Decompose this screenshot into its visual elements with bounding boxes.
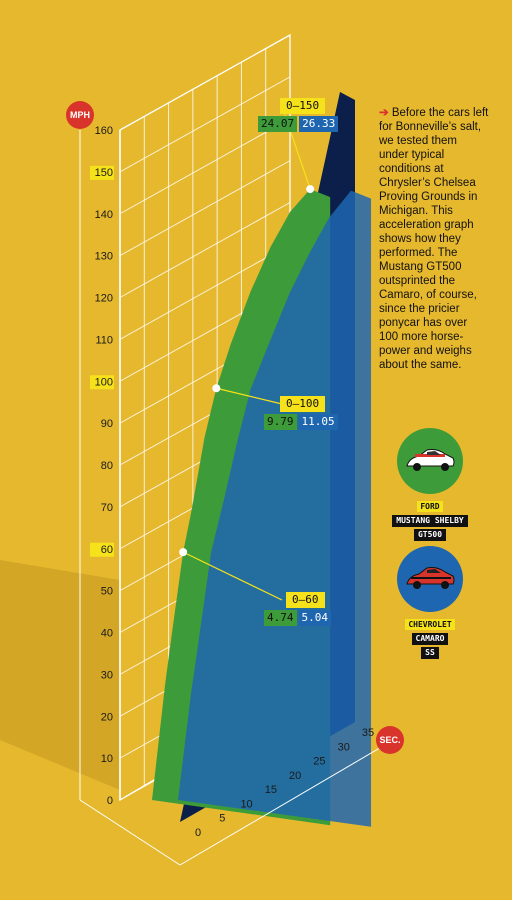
y-tick-highlight-150 — [90, 165, 114, 180]
x-axis-badge-label: SEC. — [379, 735, 400, 745]
leader-line-0 — [182, 551, 283, 601]
y-axis-badge-label: MPH — [70, 110, 90, 120]
y-tick-label-50: 50 — [101, 586, 113, 598]
y-tick-label-30: 30 — [101, 669, 113, 681]
callout-0-150: 0–150 24.07 26.33 — [258, 98, 339, 132]
y-tick-label-40: 40 — [101, 628, 113, 640]
leader-dot-2 — [306, 185, 315, 194]
ford-car-icon — [406, 449, 455, 471]
grid-h-150 — [119, 76, 291, 173]
callout-0-60: 0–60 4.74 5.04 — [264, 592, 331, 626]
callout-0-150-chevy: 26.33 — [299, 116, 339, 132]
y-tick-label-60: 60 — [101, 544, 113, 556]
y-axis-badge: MPH — [66, 101, 94, 129]
callout-0-100: 0–100 9.79 11.05 — [264, 396, 338, 430]
x-tick-label-30: 30 — [338, 741, 350, 753]
ford-make: FORD — [417, 501, 443, 512]
y-tick-label-0: 0 — [107, 795, 113, 807]
leader-dot-1 — [212, 384, 221, 393]
x-tick-label-25: 25 — [313, 756, 325, 768]
y-tick-label-100: 100 — [95, 376, 113, 388]
callout-0-100-chevy: 11.05 — [298, 414, 338, 430]
callout-0-60-chevy: 5.04 — [298, 610, 331, 626]
x-tick-label-20: 20 — [289, 770, 301, 782]
x-tick-labels: 0 5 10 15 20 25 30 35 — [195, 727, 374, 839]
callout-0-100-ford: 9.79 — [264, 414, 297, 430]
y-tick-label-140: 140 — [95, 209, 113, 221]
arrow-right-icon: ➔ — [379, 107, 389, 119]
y-tick-label-160: 160 — [95, 125, 113, 137]
leader-dot-0 — [179, 548, 188, 557]
y-tick-label-110: 110 — [95, 334, 113, 346]
grid-h-120 — [119, 202, 291, 298]
chart-axes — [79, 130, 391, 866]
chevrolet-car-icon — [406, 567, 455, 589]
ford-model-line1: MUSTANG SHELBY — [392, 515, 468, 527]
annotation-leaders — [179, 105, 315, 601]
legend-ford: FORD MUSTANG SHELBY GT500 — [388, 428, 472, 541]
grid-h-110 — [119, 243, 291, 340]
x-axis-front-line — [79, 799, 181, 866]
chevrolet-car-circle — [397, 546, 463, 612]
legend-chevrolet: CHEVROLET CAMARO SS — [388, 546, 472, 659]
y-tick-label-150: 150 — [95, 167, 113, 179]
callout-0-60-ford: 4.74 — [264, 610, 297, 626]
x-tick-label-35: 35 — [362, 727, 374, 739]
callout-0-150-ford: 24.07 — [258, 116, 298, 132]
caption-text: Before the cars left for Bonneville’s sa… — [379, 107, 489, 371]
ford-car-circle — [397, 428, 463, 494]
y-tick-label-130: 130 — [95, 251, 113, 263]
x-axis-line — [179, 741, 391, 866]
y-tick-label-70: 70 — [101, 502, 113, 514]
callout-0-150-label: 0–150 — [280, 98, 326, 114]
x-tick-label-0: 0 — [195, 827, 201, 839]
chevrolet-make: CHEVROLET — [405, 619, 455, 630]
chevrolet-model-line2: SS — [421, 647, 439, 659]
y-tick-label-80: 80 — [101, 460, 113, 472]
y-tick-highlight-60 — [90, 542, 114, 557]
leader-line-1 — [216, 387, 283, 405]
series-area-1 — [178, 190, 372, 827]
ford-model-line2: GT500 — [413, 529, 447, 541]
y-tick-highlight-100 — [90, 375, 114, 390]
x-tick-label-5: 5 — [219, 813, 225, 825]
x-axis-badge: SEC. — [376, 726, 404, 754]
y-tick-labels: 0 10 20 30 40 50 60 70 80 90 100 110 120 130 140 150 160 — [90, 125, 114, 807]
y-tick-label-10: 10 — [101, 753, 113, 765]
y-tick-label-90: 90 — [101, 418, 113, 430]
callout-0-60-label: 0–60 — [286, 592, 325, 608]
grid-h-130 — [119, 160, 291, 257]
y-tick-label-120: 120 — [95, 293, 113, 305]
x-tick-label-10: 10 — [240, 798, 252, 810]
grid-h-140 — [119, 118, 291, 215]
y-tick-label-20: 20 — [101, 711, 113, 723]
caption: ➔ Before the cars left for Bonneville’s … — [379, 106, 489, 372]
x-tick-label-15: 15 — [265, 784, 277, 796]
grid-h-160 — [119, 34, 291, 131]
chart-shadow — [0, 560, 120, 790]
chart-areas — [152, 189, 372, 827]
chevrolet-model-line1: CAMARO — [411, 633, 449, 645]
callout-0-100-label: 0–100 — [280, 396, 326, 412]
